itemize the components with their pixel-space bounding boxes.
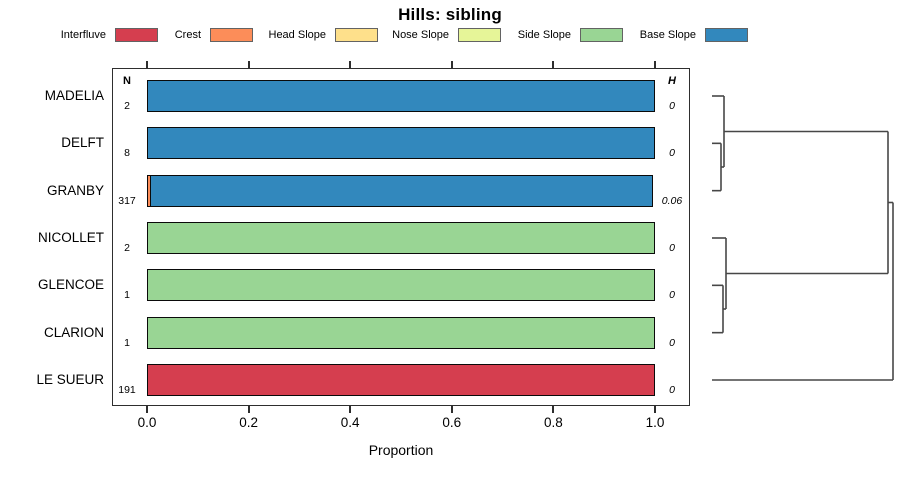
axis-tick-bottom bbox=[552, 406, 555, 413]
chart-title: Hills: sibling bbox=[398, 5, 502, 24]
axis-tick-label: 1.0 bbox=[645, 415, 665, 430]
h-value: 0 bbox=[669, 100, 675, 112]
h-value: 0 bbox=[669, 147, 675, 160]
legend-item-side-slope: Side Slope bbox=[459, 26, 623, 43]
legend-label: Interfluve bbox=[60, 28, 106, 41]
row-label: DELFT bbox=[61, 135, 104, 151]
axis-tick-label: 0.4 bbox=[340, 415, 360, 430]
bar-segment bbox=[147, 316, 655, 349]
n-value: 8 bbox=[124, 147, 130, 160]
bar-segment bbox=[147, 221, 655, 254]
axis-tick-bottom bbox=[654, 406, 656, 413]
h-value: 0.06 bbox=[661, 194, 683, 207]
h-value: 0 bbox=[669, 241, 675, 254]
legend-color-swatch bbox=[580, 27, 623, 42]
n-value: 2 bbox=[124, 241, 130, 254]
n-value: 317 bbox=[118, 194, 136, 207]
legend-label: Head Slope bbox=[268, 28, 327, 41]
row-label: LE SUEUR bbox=[36, 371, 104, 387]
axis-tick-top bbox=[146, 61, 148, 68]
bar-segment bbox=[147, 127, 655, 160]
row-label: GLENCOE bbox=[37, 277, 104, 293]
axis-tick-label: 0.6 bbox=[442, 415, 462, 430]
row-label: MADELIA bbox=[44, 88, 104, 103]
legend-color-swatch bbox=[115, 27, 158, 42]
legend-label: Side Slope bbox=[517, 28, 571, 41]
bar-segment bbox=[150, 174, 654, 207]
stacked-bar bbox=[147, 221, 655, 254]
h-value: 0 bbox=[669, 383, 675, 396]
legend-color-swatch bbox=[210, 27, 253, 42]
bar-segment bbox=[147, 269, 655, 302]
legend-label: Base Slope bbox=[639, 28, 696, 41]
h-value: 0 bbox=[669, 289, 675, 302]
bar-segment bbox=[147, 363, 655, 396]
stacked-bar bbox=[147, 363, 655, 396]
n-value: 2 bbox=[124, 100, 130, 112]
legend-item-nose-slope: Nose Slope bbox=[337, 26, 501, 43]
n-value: 191 bbox=[118, 383, 136, 396]
axis-tick-bottom bbox=[450, 406, 453, 413]
axis-tick-top bbox=[450, 61, 453, 68]
axis-tick-top bbox=[654, 61, 656, 68]
legend-label: Nose Slope bbox=[392, 28, 449, 41]
axis-tick-top bbox=[552, 61, 555, 68]
axis-tick-label: 0.2 bbox=[239, 415, 258, 430]
legend-item-crest: Crest bbox=[89, 26, 253, 43]
legend-item-head-slope: Head Slope bbox=[214, 26, 378, 43]
axis-tick-label: 0.0 bbox=[137, 415, 157, 430]
h-value: 0 bbox=[669, 336, 675, 349]
axis-tick-bottom bbox=[349, 406, 352, 413]
legend-color-swatch bbox=[458, 27, 501, 42]
x-axis-label: Proportion bbox=[368, 442, 434, 458]
legend-item-interfluve: Interfluve bbox=[0, 26, 158, 43]
bar-segment bbox=[147, 80, 655, 112]
stacked-bar bbox=[147, 127, 655, 160]
stacked-bar bbox=[147, 316, 655, 349]
axis-tick-top bbox=[247, 61, 250, 68]
stacked-bar bbox=[147, 174, 655, 207]
h-column-header: H bbox=[668, 75, 676, 87]
n-value: 1 bbox=[124, 289, 130, 302]
axis-tick-bottom bbox=[247, 406, 250, 413]
axis-tick-label: 0.8 bbox=[544, 415, 563, 430]
legend-color-swatch bbox=[705, 27, 748, 42]
stacked-bar bbox=[147, 80, 655, 112]
stacked-bar bbox=[147, 269, 655, 302]
legend-item-base-slope: Base Slope bbox=[584, 26, 748, 43]
row-label: CLARION bbox=[43, 324, 104, 340]
legend-label: Crest bbox=[174, 28, 201, 41]
legend-color-swatch bbox=[335, 27, 378, 42]
n-column-header: N bbox=[123, 75, 131, 87]
row-label: NICOLLET bbox=[37, 229, 104, 245]
n-value: 1 bbox=[124, 336, 130, 349]
row-label: GRANBY bbox=[46, 182, 104, 198]
axis-tick-top bbox=[349, 61, 352, 68]
axis-tick-bottom bbox=[146, 406, 148, 413]
